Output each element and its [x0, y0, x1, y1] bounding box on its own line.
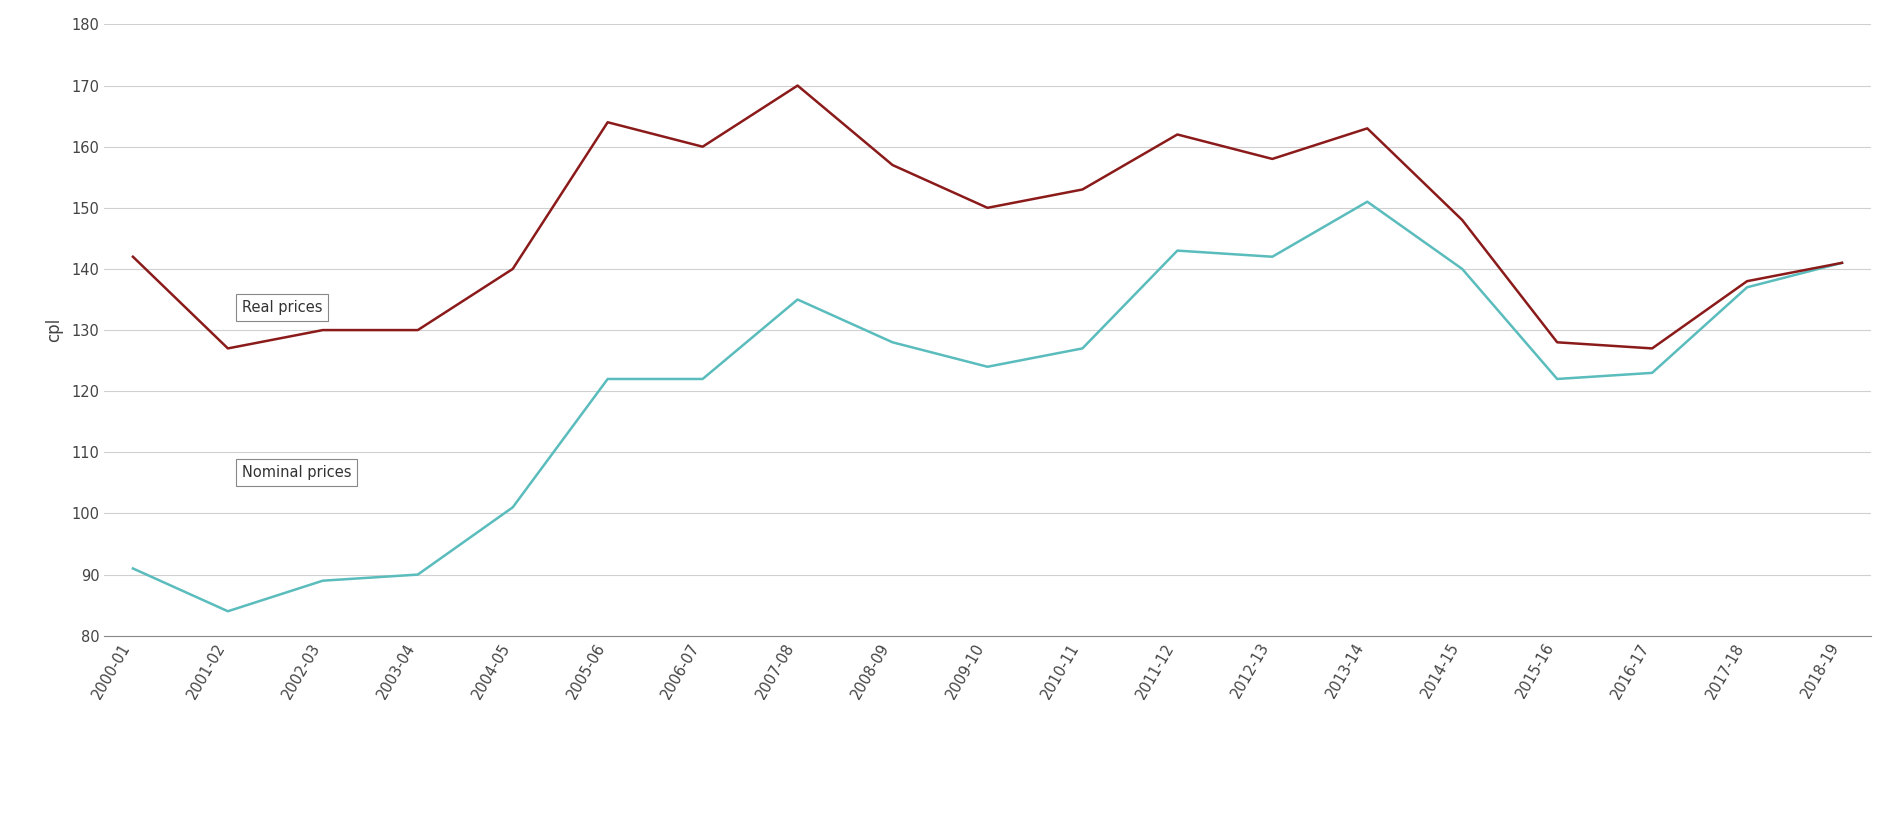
Text: Real prices: Real prices [241, 300, 323, 315]
Y-axis label: cpl: cpl [46, 318, 63, 342]
Text: Nominal prices: Nominal prices [241, 465, 351, 480]
